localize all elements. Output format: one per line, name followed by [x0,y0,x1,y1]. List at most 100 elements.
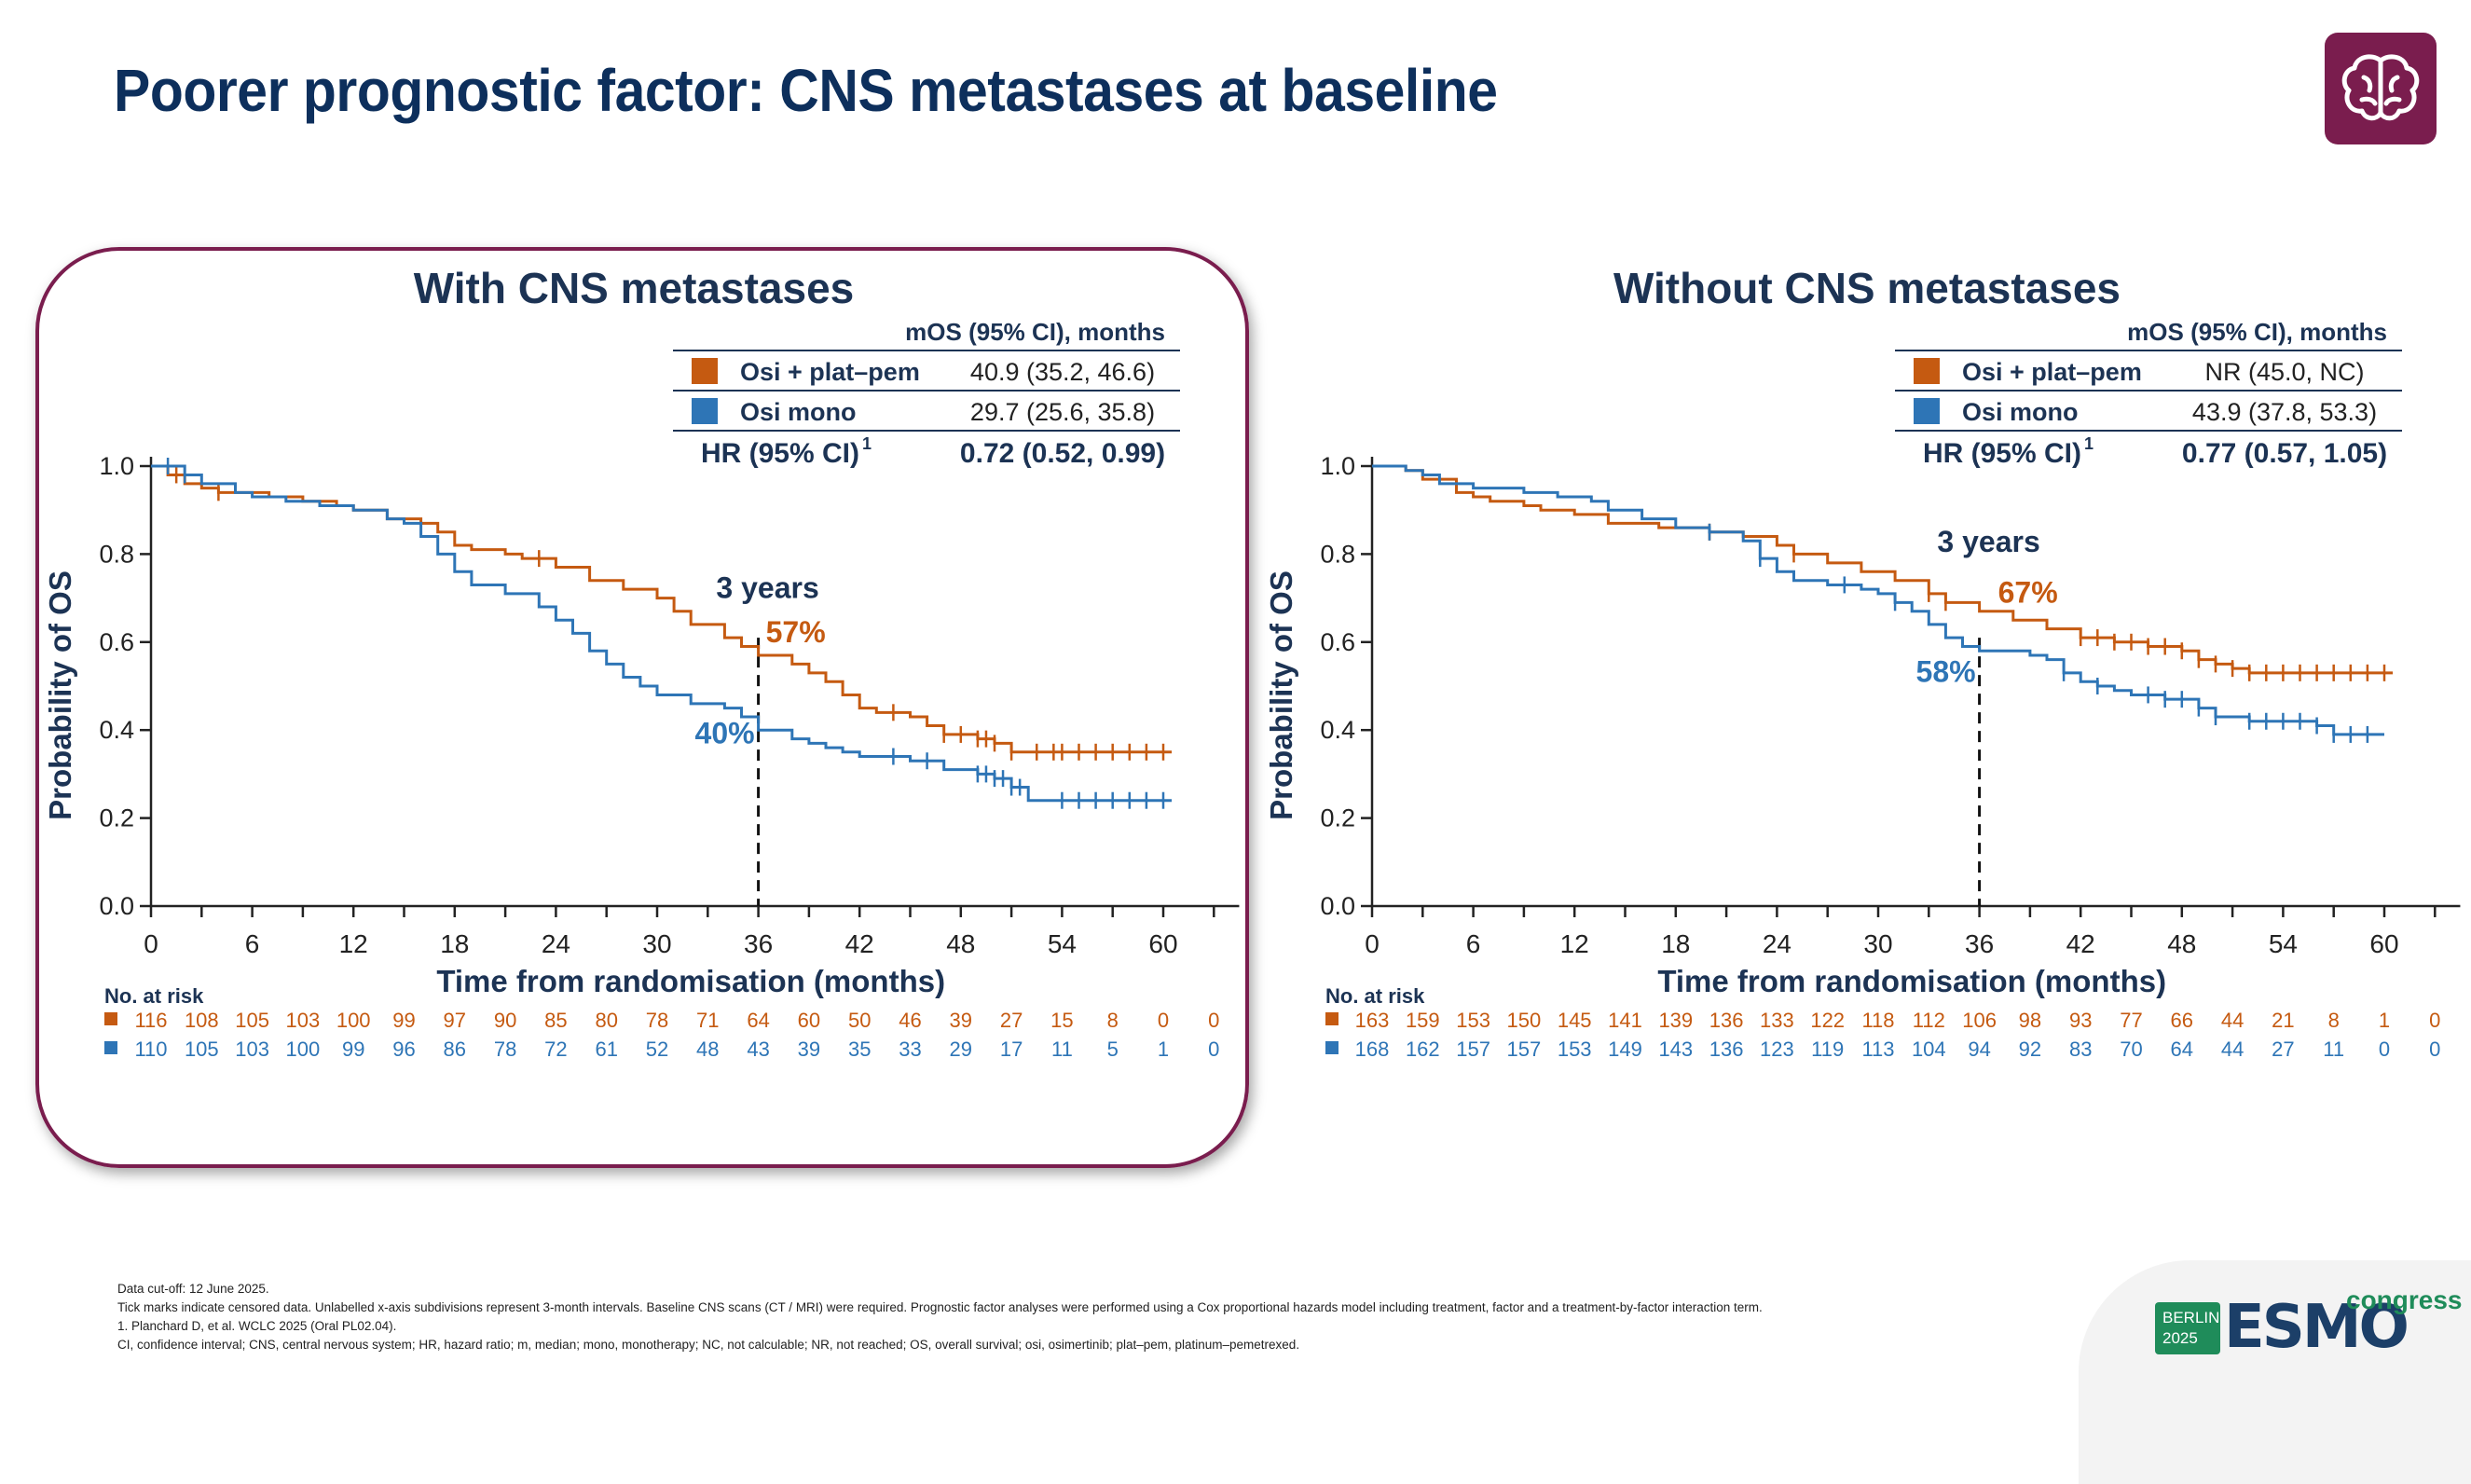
x-tick-label: 54 [1048,929,1077,958]
footnote-method: Tick marks indicate censored data. Unlab… [117,1300,1763,1314]
at-risk-value: 97 [444,1009,466,1032]
footnote-reference: 1. Planchard D, et al. WCLC 2025 (Oral P… [117,1319,397,1333]
x-tick-label: 30 [1863,929,1892,958]
at-risk-value: 66 [2171,1009,2193,1032]
at-risk-value: 149 [1608,1037,1642,1061]
at-risk-value: 157 [1456,1037,1490,1061]
hr-value: 0.77 (0.57, 1.05) [2182,438,2387,469]
at-risk-value: 145 [1558,1009,1592,1032]
x-tick-label: 0 [1365,929,1380,958]
x-tick-label: 36 [1965,929,1994,958]
page-title: Poorer prognostic factor: CNS metastases… [114,57,1498,124]
at-risk-value: 43 [747,1037,769,1061]
at-risk-value: 77 [2120,1009,2142,1032]
at-risk-value: 100 [286,1037,321,1061]
highlight-frame [35,247,1249,1168]
y-tick-label: 0.2 [99,804,134,832]
at-risk-value: 153 [1456,1009,1490,1032]
at-risk-value: 104 [1912,1037,1946,1061]
at-risk-value: 44 [2221,1009,2244,1032]
at-risk-value: 0 [1208,1037,1219,1061]
legend-series-name: Osi + plat–pem [1962,358,2142,386]
at-risk-value: 92 [2019,1037,2041,1061]
at-risk-value: 61 [595,1037,617,1061]
at-risk-value: 110 [134,1037,167,1061]
at-risk-value: 86 [444,1037,466,1061]
hr-value: 0.72 (0.52, 0.99) [960,438,1165,469]
at-risk-value: 52 [646,1037,668,1061]
legend-series-name: Osi mono [740,398,857,426]
footnotes: Data cut-off: 12 June 2025. Tick marks i… [117,1280,1763,1354]
at-risk-value: 60 [798,1009,820,1032]
x-tick-label: 12 [339,929,368,958]
at-risk-value: 0 [2429,1009,2440,1032]
chart-title: Without CNS metastases [1613,264,2121,312]
at-risk-value: 33 [899,1037,921,1061]
at-risk-value: 72 [544,1037,567,1061]
at-risk-value: 5 [1107,1037,1119,1061]
at-risk-value: 0 [1208,1009,1219,1032]
y-tick-label: 0.4 [99,716,134,744]
legend-header: mOS (95% CI), months [905,318,1165,346]
x-tick-label: 12 [1560,929,1589,958]
legend-swatch [1914,358,1940,384]
x-tick-label: 24 [1763,929,1791,958]
y-tick-label: 0.2 [1320,804,1355,832]
legend-median: 29.7 (25.6, 35.8) [970,398,1155,426]
x-tick-label: 48 [946,929,975,958]
legend-series-name: Osi mono [1962,398,2079,426]
esmo-logo: BERLIN 2025 ESMO congress [2155,1285,2463,1362]
at-risk-value: 150 [1507,1009,1542,1032]
at-risk-value: 8 [2328,1009,2340,1032]
at-risk-value: 136 [1709,1009,1744,1032]
x-tick-label: 60 [1148,929,1177,958]
landmark-percent: 57% [766,615,826,649]
x-tick-label: 18 [440,929,469,958]
at-risk-title: No. at risk [1325,984,1425,1008]
km-charts: With CNS metastases mOS (95% CI), months O… [43,264,2461,1061]
hr-superscript: 1 [862,434,872,453]
at-risk-value: 90 [494,1009,516,1032]
at-risk-value: 44 [2221,1037,2244,1061]
at-risk-value: 1 [2379,1009,2390,1032]
at-risk-value: 98 [2019,1009,2041,1032]
km-curve [151,464,1173,754]
at-risk-value: 136 [1709,1037,1744,1061]
at-risk-value: 17 [1000,1037,1023,1061]
at-risk-value: 103 [235,1037,269,1061]
at-risk-value: 46 [899,1009,921,1032]
at-risk-value: 133 [1760,1009,1794,1032]
at-risk-value: 105 [235,1009,269,1032]
x-tick-label: 0 [144,929,158,958]
at-risk-value: 1 [1158,1037,1169,1061]
at-risk-value: 106 [1962,1009,1997,1032]
at-risk-value: 141 [1608,1009,1642,1032]
at-risk-value: 143 [1658,1037,1693,1061]
at-risk-value: 118 [1861,1009,1894,1032]
landmark-percent: 40% [695,716,755,749]
at-risk-value: 139 [1658,1009,1693,1032]
at-risk-value: 83 [2069,1037,2092,1061]
km-curve [1372,464,2394,675]
at-risk-value: 78 [646,1009,668,1032]
at-risk-value: 100 [336,1009,371,1032]
hr-superscript: 1 [2084,434,2093,453]
at-risk-value: 85 [544,1009,567,1032]
legend-swatch [692,398,718,424]
at-risk-value: 71 [696,1009,719,1032]
at-risk-value: 27 [1000,1009,1023,1032]
y-tick-label: 0.6 [99,628,134,656]
at-risk-value: 168 [1355,1037,1390,1061]
at-risk-value: 64 [747,1009,769,1032]
landmark-percent: 67% [1998,575,2058,609]
at-risk-value: 162 [1406,1037,1440,1061]
at-risk-value: 96 [392,1037,415,1061]
km-chart-0: With CNS metastases mOS (95% CI), months O… [43,264,1240,1061]
x-tick-label: 6 [1466,929,1481,958]
y-tick-label: 0.8 [1320,540,1355,568]
at-risk-value: 113 [1861,1037,1894,1061]
y-tick-label: 1.0 [1320,452,1355,480]
x-tick-label: 42 [845,929,874,958]
at-risk-value: 123 [1760,1037,1794,1061]
brain-icon [2325,33,2437,144]
